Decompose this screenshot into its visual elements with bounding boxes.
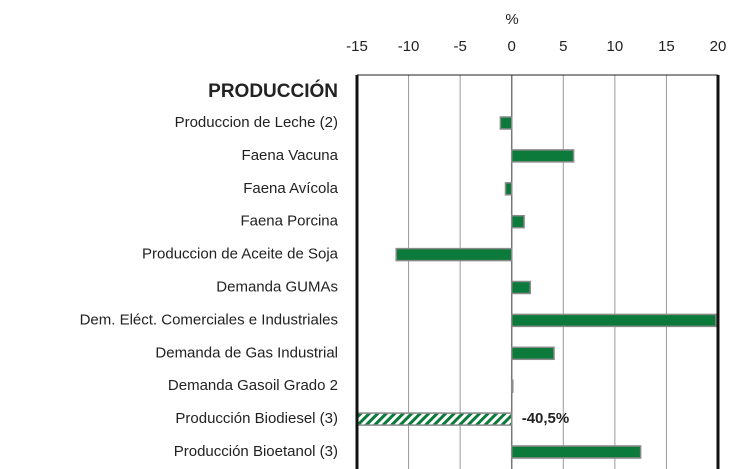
category-label: Demanda GUMAs xyxy=(216,278,338,295)
category-label: Dem. Eléct. Comerciales e Industriales xyxy=(80,311,338,328)
category-label: Faena Avícola xyxy=(243,180,338,197)
x-tick-label: 5 xyxy=(559,38,567,55)
bar xyxy=(510,280,532,295)
bar xyxy=(510,445,642,459)
x-tick-label: -10 xyxy=(398,38,420,55)
x-tick-label: 20 xyxy=(710,38,727,55)
category-label: Faena Vacuna xyxy=(242,147,339,164)
category-label: Demanda Gasoil Grado 2 xyxy=(168,377,338,394)
section-label: PRODUCCIÓN xyxy=(208,80,338,102)
bars xyxy=(357,116,717,459)
category-label: Demanda de Gas Industrial xyxy=(155,344,338,361)
category-label: Produccion de Leche (2) xyxy=(175,114,338,131)
bar xyxy=(510,313,717,328)
bar xyxy=(510,214,525,229)
bar xyxy=(499,116,513,130)
bar xyxy=(395,247,513,262)
x-tick-label: 0 xyxy=(508,38,516,55)
category-label: Producción Biodiesel (3) xyxy=(175,410,338,427)
category-label: Faena Porcina xyxy=(240,213,338,230)
category-label: Produccion de Aceite de Soja xyxy=(142,246,339,263)
x-tick-label: -5 xyxy=(453,38,466,55)
x-axis-label: % xyxy=(505,11,518,28)
bar xyxy=(510,379,514,393)
x-tick-label: 10 xyxy=(607,38,624,55)
bar xyxy=(504,182,513,196)
x-tick-label: -15 xyxy=(346,38,368,55)
bar xyxy=(510,149,575,163)
x-tick-label: 15 xyxy=(658,38,675,55)
bar xyxy=(357,412,513,426)
category-label: Producción Bioetanol (3) xyxy=(174,443,338,460)
value-label: -40,5% xyxy=(522,410,570,427)
bar xyxy=(510,346,555,361)
